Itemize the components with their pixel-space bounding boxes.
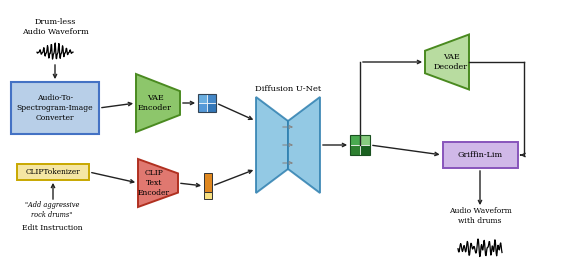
Text: Audio Waveform
with drums: Audio Waveform with drums (448, 207, 511, 225)
Bar (198, 94, 216, 112)
Bar (198, 94, 207, 103)
Text: Drum-less
Audio Waveform: Drum-less Audio Waveform (22, 18, 89, 36)
Text: "Add aggressive
rock drums": "Add aggressive rock drums" (25, 201, 79, 219)
Bar (207, 103, 216, 112)
Bar (350, 135, 360, 145)
Text: CLIP
Text
Encoder: CLIP Text Encoder (138, 169, 170, 197)
Bar (443, 142, 518, 168)
Bar (204, 173, 212, 192)
Polygon shape (425, 35, 469, 90)
Bar (207, 94, 216, 103)
Bar (350, 135, 370, 155)
Polygon shape (256, 97, 288, 193)
Polygon shape (288, 97, 320, 193)
Bar (360, 135, 370, 145)
Bar (204, 192, 212, 199)
Polygon shape (138, 159, 178, 207)
Bar (360, 145, 370, 155)
Polygon shape (136, 74, 180, 132)
Bar (350, 145, 360, 155)
Text: VAE
Decoder: VAE Decoder (434, 53, 468, 71)
Text: Edit Instruction: Edit Instruction (22, 224, 82, 232)
Text: CLIPTokenizer: CLIPTokenizer (26, 168, 81, 176)
Bar (11, 82, 99, 134)
Bar (198, 103, 207, 112)
Bar (17, 164, 89, 180)
Text: Audio-To-
Spectrogram-Image
Converter: Audio-To- Spectrogram-Image Converter (17, 94, 93, 122)
Text: Griffin-Lim: Griffin-Lim (458, 151, 503, 159)
Text: Diffusion U-Net: Diffusion U-Net (255, 85, 321, 93)
Text: VAE
Encoder: VAE Encoder (138, 94, 172, 112)
